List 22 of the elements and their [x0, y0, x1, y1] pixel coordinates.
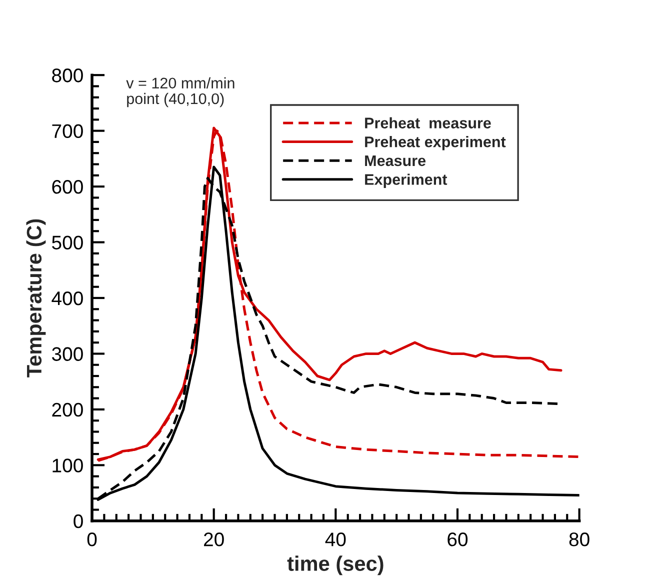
y-tick-label: 800 — [52, 68, 83, 82]
y-tick-label: 500 — [52, 236, 83, 250]
x-axis-title: time (sec) — [287, 556, 384, 576]
y-tick-label: 300 — [52, 347, 83, 361]
legend-label: Experiment — [365, 174, 448, 188]
x-tick-label: 20 — [204, 532, 224, 546]
y-axis-title: Temperature (C) — [26, 219, 46, 378]
y-tick-label: 600 — [52, 180, 83, 194]
y-tick-label: 700 — [52, 124, 83, 138]
x-tick-label: 60 — [448, 532, 468, 546]
y-tick-label: 400 — [52, 291, 83, 306]
x-tick-label: 40 — [325, 532, 346, 546]
legend-label: Preheat measure — [365, 117, 491, 128]
y-tick-label: 100 — [52, 458, 83, 472]
annotation: point (40,10,0) — [127, 92, 224, 108]
y-tick-label: 200 — [52, 402, 83, 417]
x-tick-label: 80 — [569, 532, 590, 546]
annotation: v = 120 mm/min — [126, 77, 234, 89]
x-tick-label: 0 — [87, 532, 97, 546]
legend-label: Measure — [365, 155, 426, 166]
legend-label: Preheat experiment — [365, 136, 506, 150]
y-tick-label: 0 — [74, 514, 83, 528]
